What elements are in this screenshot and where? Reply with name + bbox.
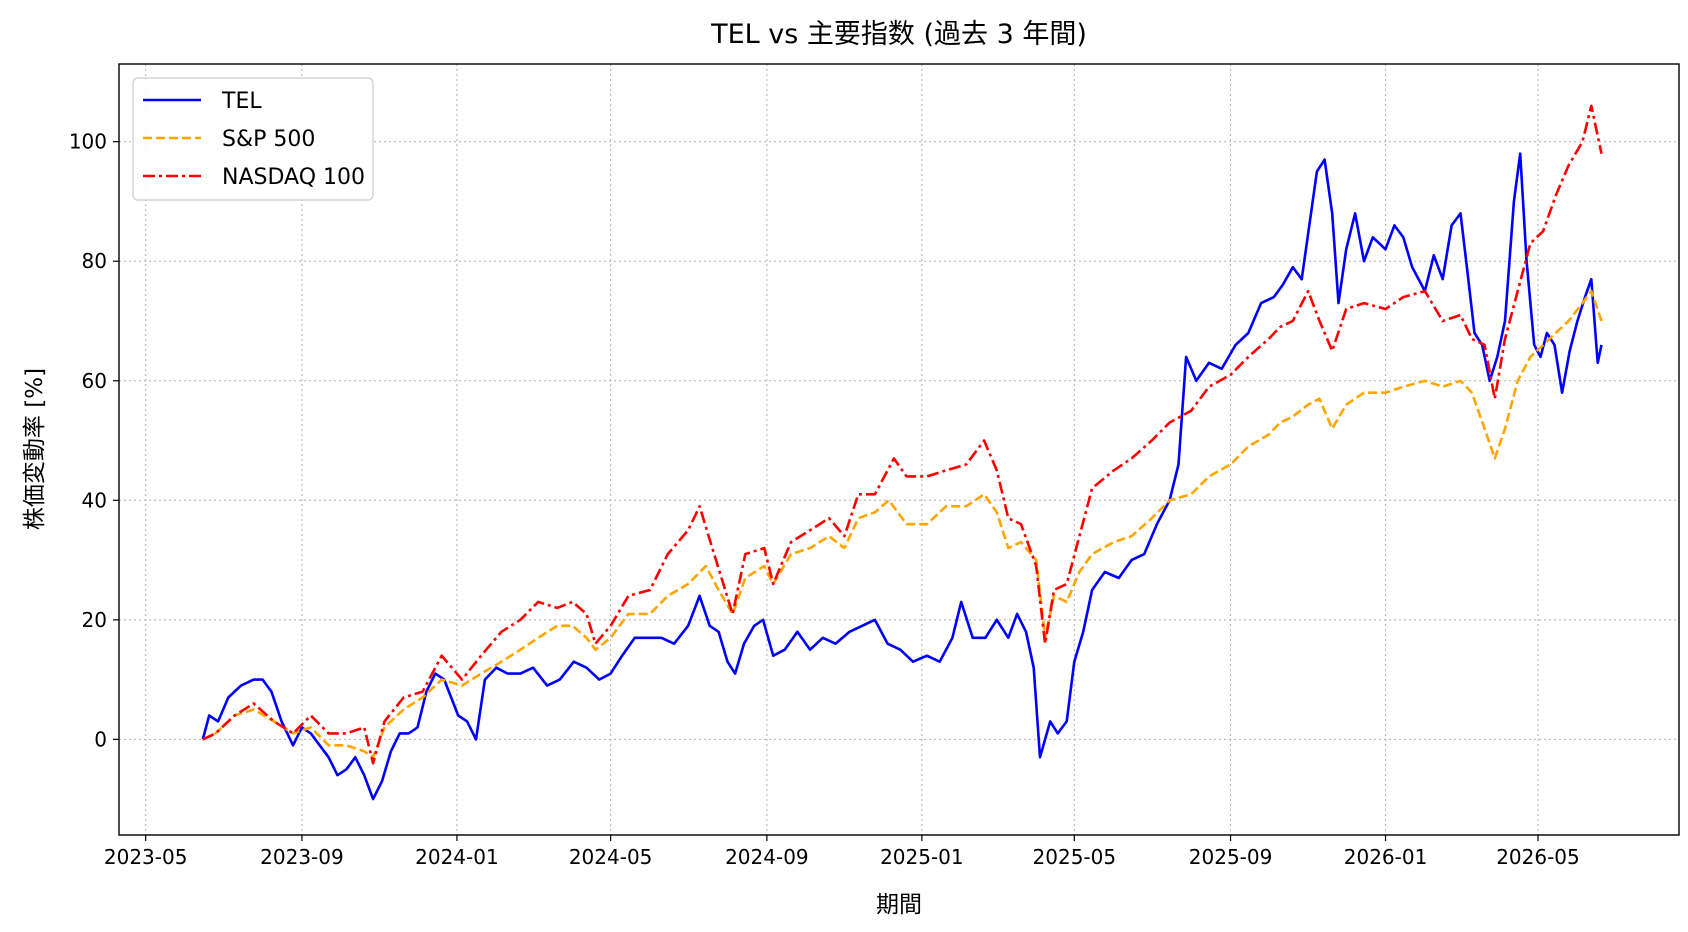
x-tick-label: 2025-05 (1033, 845, 1117, 869)
legend-label: TEL (221, 89, 262, 114)
x-tick-label: 2023-05 (104, 845, 188, 869)
x-axis: 2023-05 2023-09 2024-01 2024-05 2024-09 2025-… (104, 835, 1580, 869)
x-tick-label: 2024-09 (725, 845, 809, 869)
x-tick-label: 2026-05 (1496, 845, 1580, 869)
series-line-tel (201, 152, 1603, 801)
y-tick-label: 0 (94, 727, 107, 751)
x-tick-label: 2024-05 (569, 845, 653, 869)
y-axis-title: 株価変動率 [%] (22, 368, 48, 530)
legend-label: NASDAQ 100 (222, 165, 365, 190)
y-tick-label: 20 (82, 608, 107, 632)
x-tick-label: 2024-01 (415, 845, 499, 869)
x-tick-label: 2023-09 (260, 845, 344, 869)
series-line-s-p-500 (202, 289, 1603, 759)
series-layer (201, 104, 1603, 801)
series-line-nasdaq-100 (202, 104, 1603, 765)
y-tick-label: 100 (69, 130, 107, 154)
y-tick-label: 60 (82, 369, 107, 393)
x-axis-title: 期間 (876, 892, 922, 918)
grid-lines (119, 64, 1679, 835)
legend-label: S&P 500 (222, 127, 315, 152)
x-tick-label: 2025-01 (880, 845, 964, 869)
x-tick-label: 2025-09 (1189, 845, 1273, 869)
y-tick-label: 40 (82, 488, 107, 512)
plot-frame (118, 63, 1680, 836)
y-tick-label: 80 (82, 249, 107, 273)
legend: TEL S&P 500 NASDAQ 100 (132, 77, 374, 201)
chart-title: TEL vs 主要指数 (過去 3 年間) (710, 19, 1087, 50)
legend-box (132, 77, 374, 201)
x-tick-label: 2026-01 (1344, 845, 1428, 869)
y-axis: 0 20 40 60 80 100 (69, 130, 119, 751)
